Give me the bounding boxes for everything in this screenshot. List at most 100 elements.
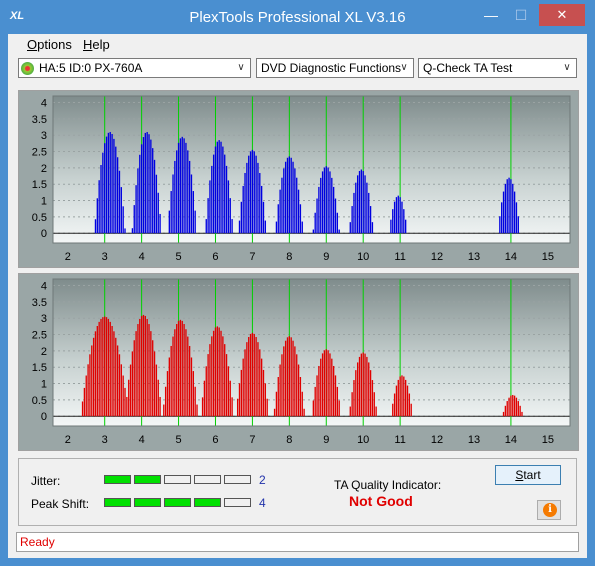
land-ta-bar: [104, 143, 106, 234]
land-ta-bar: [360, 169, 363, 234]
land-ta-bar: [369, 206, 372, 234]
land-ta-bar: [508, 177, 510, 234]
land-ta-bar: [170, 191, 172, 234]
land-ta-bar: [515, 202, 518, 234]
drive-select[interactable]: HA:5 ID:0 PX-760A ∨: [18, 58, 251, 78]
pit-ta-bar: [183, 324, 185, 417]
jitter-meter-segment: [104, 475, 131, 484]
menu-help[interactable]: Help: [83, 37, 110, 52]
land-ta-x-tick-label: 10: [357, 251, 369, 263]
land-ta-bar: [358, 170, 361, 234]
land-ta-bar: [284, 161, 287, 234]
land-ta-bar: [336, 212, 339, 234]
pit-ta-bar: [366, 356, 368, 417]
pit-ta-bar: [105, 317, 108, 417]
land-ta-bar: [124, 228, 126, 234]
pit-ta-bar: [85, 375, 87, 417]
pit-ta-y-tick-label: 2.5: [32, 330, 47, 342]
land-ta-bar: [118, 170, 121, 234]
test-select[interactable]: Q-Check TA Test ∨: [418, 58, 577, 78]
land-ta-bar: [334, 198, 337, 234]
start-button[interactable]: Start: [495, 465, 561, 485]
land-ta-bar: [102, 152, 104, 234]
minimize-button[interactable]: —: [484, 7, 498, 23]
pit-ta-bar: [510, 395, 512, 417]
pit-ta-bar: [203, 380, 206, 417]
pit-ta-bar: [368, 362, 370, 417]
land-ta-bar: [111, 134, 113, 234]
land-ta-bar: [314, 212, 316, 234]
pit-ta-bar: [111, 325, 113, 417]
pit-ta-bar: [211, 336, 213, 417]
start-accelerator: S: [515, 468, 524, 482]
land-ta-bar: [150, 139, 152, 234]
pit-ta-y-tick-label: 3: [41, 313, 47, 325]
pit-ta-bar: [266, 398, 268, 417]
chevron-down-icon: ∨: [237, 62, 245, 73]
pit-ta-bar: [260, 358, 263, 417]
peak-shift-label: Peak Shift:: [31, 497, 90, 511]
maximize-button[interactable]: ☐: [514, 7, 528, 23]
land-ta-bar: [216, 141, 218, 234]
land-ta-bar: [248, 155, 250, 234]
pit-ta-x-tick-label: 13: [468, 434, 480, 446]
land-ta-bar: [240, 201, 243, 234]
land-ta-bar: [194, 210, 196, 234]
land-ta-bar: [510, 179, 512, 234]
pit-ta-bar: [397, 379, 399, 417]
peak-shift-meter: [104, 498, 254, 508]
land-ta-bar: [366, 182, 368, 234]
menu-options[interactable]: Options: [27, 37, 72, 52]
pit-ta-bar: [336, 386, 339, 417]
land-ta-bar: [139, 154, 141, 234]
pit-ta-x-tick-label: 7: [249, 434, 255, 446]
pit-ta-bar: [281, 354, 283, 417]
land-ta-bar: [355, 182, 357, 234]
pit-ta-bar: [264, 383, 267, 417]
function-select-value: DVD Diagnostic Functions: [261, 61, 402, 75]
pit-ta-bar: [220, 330, 222, 417]
pit-ta-bar: [115, 337, 117, 417]
land-ta-bar: [506, 179, 508, 234]
land-ta-bar: [177, 142, 180, 234]
pit-ta-bar: [163, 404, 165, 417]
jitter-meter: [104, 475, 254, 485]
land-ta-x-tick-label: 5: [175, 251, 181, 263]
land-ta-bar: [403, 209, 405, 234]
pit-ta-bar: [321, 353, 324, 417]
pit-ta-bar: [177, 320, 180, 417]
land-ta-bar: [153, 159, 156, 234]
land-ta-bar: [168, 210, 170, 234]
pit-ta-x-tick-label: 4: [139, 434, 145, 446]
pit-ta-bar: [196, 404, 198, 417]
land-ta-bar: [259, 172, 261, 234]
land-ta-bar: [172, 174, 174, 234]
pit-ta-bar: [296, 354, 298, 417]
close-button[interactable]: ✕: [539, 4, 585, 26]
toolbar: HA:5 ID:0 PX-760A ∨ DVD Diagnostic Funct…: [8, 54, 587, 84]
pit-ta-x-tick-label: 10: [357, 434, 369, 446]
land-ta-bar: [183, 138, 185, 234]
land-ta-bar: [131, 228, 134, 234]
pit-ta-bar: [392, 403, 394, 417]
client-area: Options Help HA:5 ID:0 PX-760A ∨ DVD Dia…: [8, 34, 587, 558]
pit-ta-bar: [284, 340, 287, 417]
pit-ta-bar: [179, 319, 182, 417]
land-ta-bar: [296, 177, 298, 234]
land-ta-bar: [395, 197, 398, 234]
pit-ta-bar: [227, 366, 230, 417]
ta-quality-label: TA Quality Indicator:: [334, 478, 442, 492]
pit-ta-bar: [174, 329, 176, 417]
options-accelerator: O: [27, 37, 38, 52]
title-bar[interactable]: XL PlexTools Professional XL V3.16 — ☐ ✕: [0, 0, 595, 34]
pit-ta-bar: [316, 375, 318, 417]
pit-ta-bar: [351, 392, 353, 417]
land-ta-bar: [297, 189, 300, 234]
pit-ta-bar: [124, 387, 126, 417]
status-bar: Ready: [16, 532, 579, 552]
info-button[interactable]: i: [537, 500, 561, 520]
pit-ta-bar: [122, 375, 124, 417]
function-select[interactable]: DVD Diagnostic Functions ∨: [256, 58, 414, 78]
land-ta-bar: [174, 160, 176, 234]
pit-ta-bar: [517, 401, 519, 417]
